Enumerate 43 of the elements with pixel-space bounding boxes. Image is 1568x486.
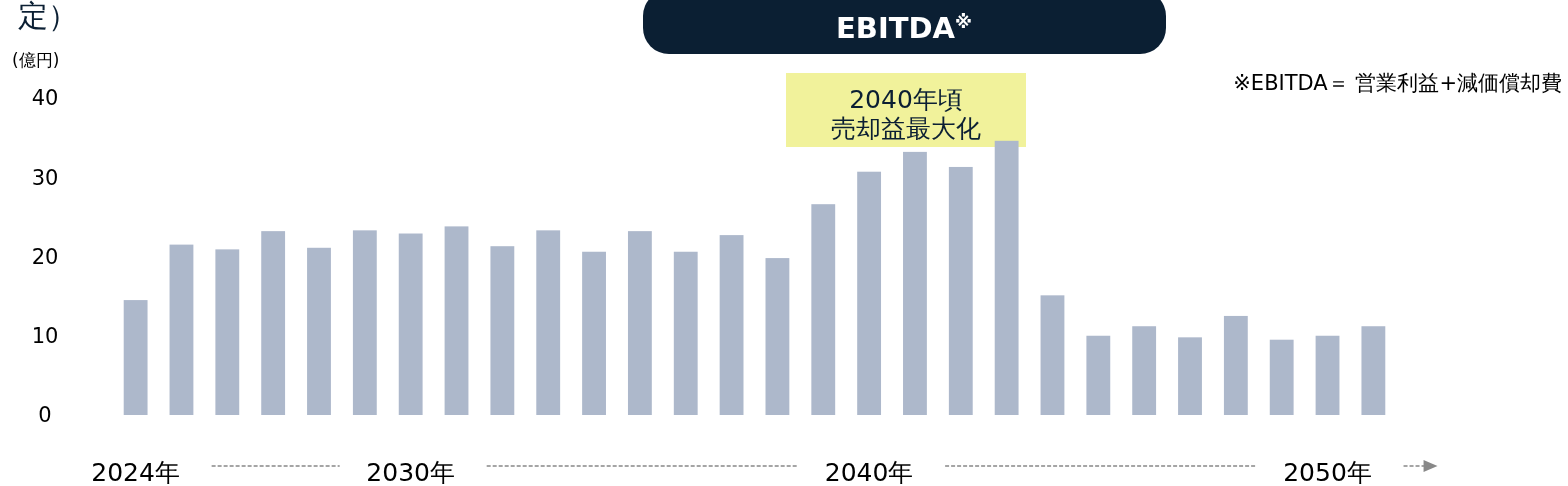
bar — [1223, 315, 1248, 415]
bar — [857, 171, 882, 415]
annotation: 2040年頃 — [849, 84, 963, 114]
bar — [1178, 337, 1202, 415]
bar — [1269, 339, 1294, 415]
bar — [261, 231, 286, 415]
bar — [1361, 326, 1386, 415]
y-axis-title: (億円) — [12, 50, 60, 70]
y-tick-label: 40 — [31, 86, 59, 111]
bar — [582, 251, 606, 415]
bar — [215, 249, 240, 415]
x-tick-label: 2050年 — [1283, 457, 1372, 486]
x-tick-label: 2040年 — [824, 457, 914, 486]
bar — [444, 226, 469, 415]
chart-title: EBITDA$^{※}$ — [836, 11, 972, 45]
bar — [627, 231, 652, 415]
y-tick-label: 20 — [31, 244, 59, 269]
bar — [490, 246, 515, 415]
bar — [169, 244, 194, 415]
bar — [123, 300, 148, 415]
x-tick-label: 2030年 — [366, 457, 455, 486]
x-tick-label: 2024年 — [91, 457, 180, 486]
bar — [719, 235, 744, 415]
text: 定） — [18, 0, 78, 33]
bar — [765, 258, 790, 415]
bar — [1040, 295, 1065, 415]
bar — [536, 230, 561, 415]
bar — [994, 140, 1019, 415]
y-tick-label: 10 — [31, 324, 59, 349]
bar — [1086, 335, 1111, 415]
bar — [673, 251, 698, 415]
y-tick-label: 0 — [38, 403, 52, 428]
bar — [1132, 326, 1157, 415]
bar — [903, 151, 927, 415]
bar — [307, 247, 331, 415]
y-tick-label: 30 — [31, 165, 59, 190]
bar — [398, 233, 423, 415]
bar — [948, 166, 973, 415]
bar — [1315, 335, 1340, 415]
annotation: 売却益最大化 — [831, 113, 981, 143]
bar — [352, 230, 377, 415]
bar — [811, 204, 836, 415]
text: ※EBITDA＝ 営業利益+減価償却費 — [1233, 71, 1562, 95]
